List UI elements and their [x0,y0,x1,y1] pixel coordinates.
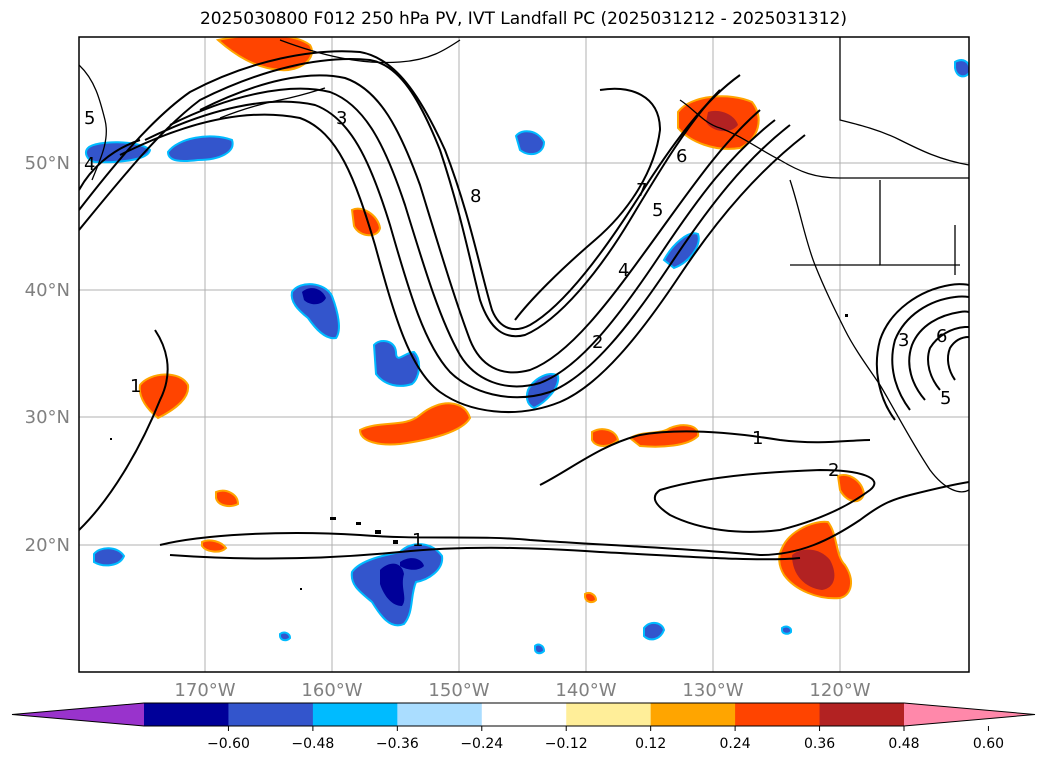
lon-label: 120°W [809,680,870,701]
lon-label: 160°W [301,680,362,701]
colorbar-tick-label: −0.24 [460,736,503,752]
colorbar-tick-label: 0.36 [804,736,835,752]
contour-label: 1 [412,530,423,551]
map-frame [78,36,970,673]
contour-label: 5 [652,200,663,221]
lon-label: 130°W [682,680,743,701]
contour-label: 6 [936,326,947,347]
contour-label: 4 [618,260,629,281]
lat-label: 50°N [25,153,70,174]
colorbar-tick-label: 0.60 [973,736,1004,752]
colorbar-segment [650,703,736,726]
contour-label: 2 [592,332,603,353]
contour-label: 5 [84,108,95,129]
ivt-contours [79,50,969,561]
colorbar-tick-label: −0.36 [376,736,419,752]
lat-labels: 50°N 40°N 30°N 20°N [25,153,70,556]
colorbar-tick-label: −0.60 [207,736,250,752]
contour-label: 7 [636,180,647,201]
contour-label: 5 [940,388,951,409]
colorbar-segment [144,703,229,726]
colorbar-tick-label: −0.48 [291,736,334,752]
islands [110,314,848,590]
pv-anomalies [85,37,969,655]
lon-labels: 170°W 160°W 150°W 140°W 130°W 120°W [174,680,870,701]
lat-label: 20°N [25,535,70,556]
colorbar-tick-label: 0.48 [888,736,919,752]
colorbar-segment [735,703,821,726]
contour-label: 6 [676,146,687,167]
colorbar-outline [11,702,1036,727]
colorbar-extend-high [904,703,1035,726]
lat-label: 40°N [25,280,70,301]
map-title: 2025030800 F012 250 hPa PV, IVT Landfall… [199,9,847,29]
contour-label: 8 [470,186,481,207]
colorbar-segment [312,703,398,726]
coastlines [79,37,969,493]
contour-labels: 3 4 5 8 7 6 5 4 2 1 1 2 1 3 6 5 [84,108,951,551]
contour-label: 1 [130,376,141,397]
colorbar-segment [481,703,567,726]
colorbar-segment [228,703,314,726]
lon-label: 150°W [428,680,489,701]
colorbar-tick-label: 0.12 [635,736,666,752]
contour-label: 1 [752,428,763,449]
contour-label: 4 [84,154,95,175]
lon-label: 170°W [174,680,235,701]
colorbar-extend-low [12,703,144,726]
colorbar-segment [819,703,905,726]
colorbar-tick-label: 0.24 [720,736,751,752]
colorbar-segment [397,703,483,726]
colorbar-tick-label: −0.12 [545,736,588,752]
colorbar-segment [566,703,652,726]
contour-label: 3 [898,330,909,351]
lat-label: 30°N [25,407,70,428]
colorbar: −0.60 −0.48 −0.36 −0.24 −0.12 0.12 0.24 0.36 0.4… [11,702,1036,752]
contour-label: 3 [336,108,347,129]
contour-label: 2 [828,460,839,481]
lon-label: 140°W [555,680,616,701]
